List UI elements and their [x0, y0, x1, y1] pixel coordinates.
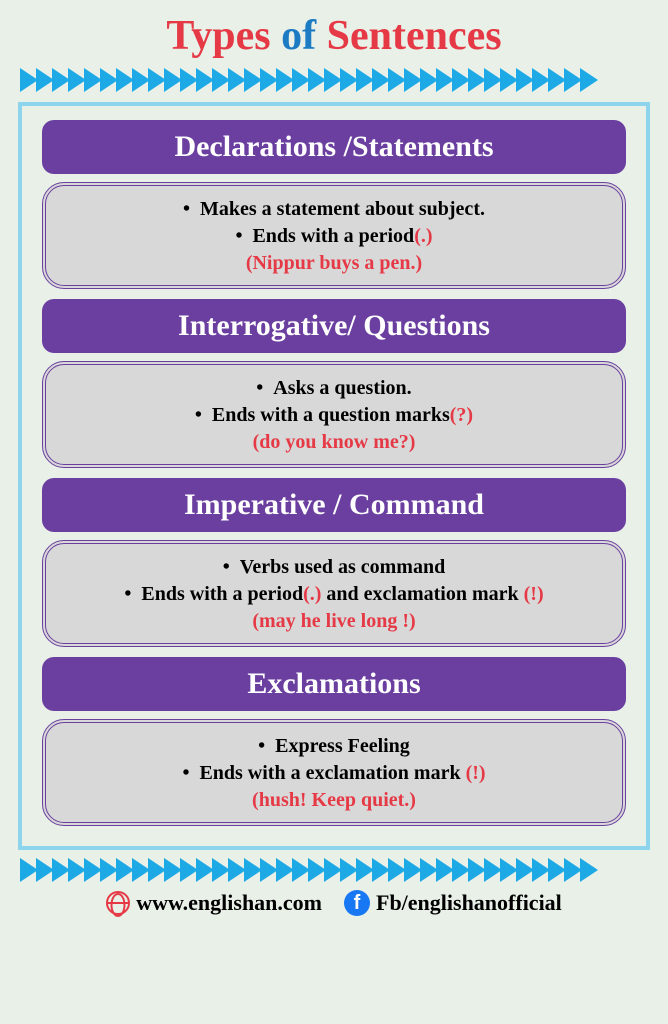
bullet-line: • Verbs used as command	[56, 556, 612, 579]
section-box: • Asks a question. • Ends with a question…	[42, 361, 626, 468]
title-word2: of	[281, 13, 316, 59]
footer-fb: Fb/englishanofficial	[376, 890, 562, 916]
example-text: (do you know me?)	[56, 431, 612, 454]
section-header: Exclamations	[42, 657, 626, 711]
arrow-divider-bottom	[0, 858, 668, 882]
facebook-icon: f	[344, 890, 370, 916]
footer-site: www.englishan.com	[136, 890, 322, 916]
section-header: Imperative / Command	[42, 478, 626, 532]
section-header: Declarations /Statements	[42, 120, 626, 174]
example-text: (may he live long !)	[56, 610, 612, 633]
example-text: (hush! Keep quiet.)	[56, 789, 612, 812]
bullet-line: • Asks a question.	[56, 377, 612, 400]
title-word3: Sentences	[327, 13, 502, 59]
footer: www.englishan.com f Fb/englishanofficial	[0, 884, 668, 916]
title-word1: Types	[166, 13, 270, 59]
bullet-line: • Ends with a period(.) and exclamation …	[56, 583, 612, 606]
bullet-line: • Ends with a question marks(?)	[56, 404, 612, 427]
section-header: Interrogative/ Questions	[42, 299, 626, 353]
content-area: Declarations /Statements • Makes a statem…	[18, 102, 650, 850]
section-box: • Makes a statement about subject. • Ends…	[42, 182, 626, 289]
section-box: • Verbs used as command • Ends with a per…	[42, 540, 626, 647]
section-box: • Express Feeling • Ends with a exclamati…	[42, 719, 626, 826]
bullet-line: • Ends with a period(.)	[56, 225, 612, 248]
globe-icon	[106, 891, 130, 915]
arrow-divider-top	[0, 68, 668, 92]
bullet-line: • Ends with a exclamation mark (!)	[56, 762, 612, 785]
example-text: (Nippur buys a pen.)	[56, 252, 612, 275]
page-title: Types of Sentences	[0, 0, 668, 68]
bullet-line: • Makes a statement about subject.	[56, 198, 612, 221]
bullet-line: • Express Feeling	[56, 735, 612, 758]
